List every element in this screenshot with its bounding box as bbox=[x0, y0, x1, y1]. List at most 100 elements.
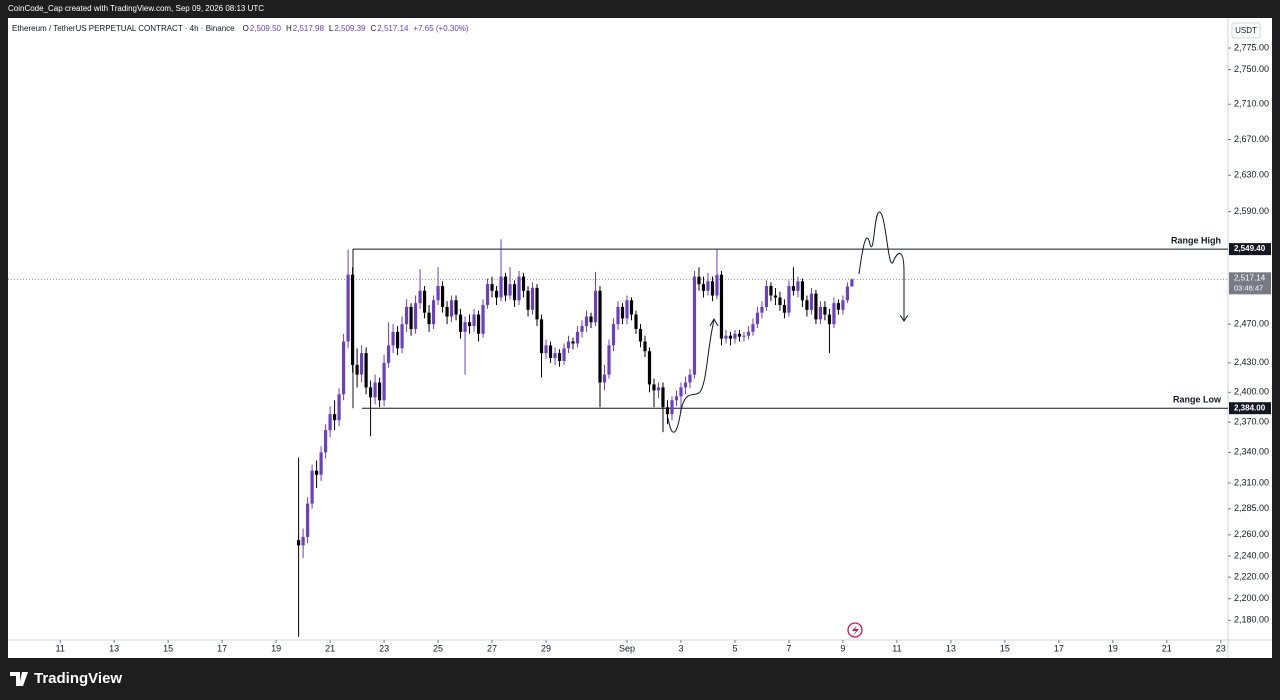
candle-body bbox=[544, 345, 548, 354]
candle-body bbox=[494, 290, 499, 298]
candle-body bbox=[814, 293, 818, 320]
candle-body bbox=[413, 303, 418, 329]
candle-body bbox=[332, 414, 337, 421]
candle-body bbox=[557, 353, 562, 361]
candle-body bbox=[521, 276, 526, 291]
replay-icon[interactable] bbox=[847, 622, 863, 638]
x-tick-label: 23 bbox=[1216, 643, 1226, 653]
y-tick-label: 2,430.00 bbox=[1234, 357, 1269, 367]
x-tick-label: 17 bbox=[217, 643, 227, 653]
ohlc-value: 2,509.50 bbox=[250, 24, 282, 33]
candle-body bbox=[710, 281, 715, 296]
candle-body bbox=[589, 316, 593, 323]
candle-body bbox=[719, 274, 724, 339]
x-tick-label: 15 bbox=[1000, 643, 1010, 653]
x-tick-label: 11 bbox=[56, 643, 65, 653]
y-tick-label: 2,775.00 bbox=[1234, 42, 1269, 52]
candle-body bbox=[355, 364, 359, 375]
candle-body bbox=[598, 290, 602, 383]
candle-body bbox=[454, 300, 458, 315]
x-tick-label: 13 bbox=[109, 643, 119, 653]
candle-body bbox=[593, 290, 598, 323]
y-tick-label: 2,340.00 bbox=[1234, 447, 1269, 457]
candle-body bbox=[697, 276, 701, 285]
y-tick-label: 2,400.00 bbox=[1234, 387, 1269, 397]
logo-dot bbox=[21, 672, 27, 678]
candle-body bbox=[638, 328, 643, 342]
y-tick-label: 2,710.00 bbox=[1234, 99, 1269, 109]
candle-body bbox=[764, 286, 769, 307]
candle-body bbox=[571, 341, 575, 344]
candle-body bbox=[827, 314, 832, 325]
candle-body bbox=[386, 345, 391, 363]
candle-body bbox=[328, 414, 332, 431]
candle-body bbox=[746, 331, 751, 336]
candle-body bbox=[377, 382, 382, 401]
candle-body bbox=[490, 284, 494, 291]
range-name: Range Low bbox=[1173, 395, 1222, 405]
x-tick-label: Sep bbox=[619, 643, 635, 653]
candle-body bbox=[773, 295, 778, 298]
candle-body bbox=[539, 319, 544, 354]
range-name: Range High bbox=[1171, 235, 1221, 245]
candle-body bbox=[715, 274, 719, 296]
candle-body bbox=[503, 276, 508, 296]
price-tag-label: 2,384.00 bbox=[1234, 403, 1266, 412]
candle-body bbox=[535, 287, 539, 320]
candle-body bbox=[647, 351, 652, 385]
candle-body bbox=[404, 306, 409, 325]
footer: TradingView bbox=[10, 670, 122, 687]
x-tick-label: 19 bbox=[1108, 643, 1118, 653]
candle-body bbox=[620, 306, 625, 319]
y-axis-label: USDT bbox=[1235, 26, 1257, 35]
candle-body bbox=[733, 333, 737, 339]
candle-body bbox=[431, 300, 436, 325]
y-tick-label: 2,630.00 bbox=[1234, 170, 1269, 180]
candle-body bbox=[692, 276, 697, 375]
candle-body bbox=[625, 300, 629, 319]
candle-body bbox=[778, 297, 782, 306]
change: +7.65 (+0.30%) bbox=[413, 24, 468, 33]
icon-bolt bbox=[852, 625, 859, 636]
candle-body bbox=[341, 341, 346, 395]
candle-body bbox=[382, 362, 386, 401]
plot: Range High Range Low bbox=[8, 235, 1228, 637]
candle-body bbox=[850, 279, 854, 287]
candle-body bbox=[665, 407, 670, 415]
currency-box bbox=[1231, 22, 1261, 39]
icon-ring bbox=[847, 622, 863, 638]
x-tick-label: 7 bbox=[786, 643, 791, 653]
candle-body bbox=[458, 314, 463, 332]
candle-body bbox=[566, 341, 571, 349]
x-tick-label: 21 bbox=[1162, 643, 1172, 653]
candle-body bbox=[584, 316, 589, 327]
y-tick-label: 2,750.00 bbox=[1234, 64, 1269, 74]
y-tick-label: 2,220.00 bbox=[1234, 572, 1269, 582]
candle-body bbox=[607, 345, 611, 375]
x-tick-label: 9 bbox=[840, 643, 845, 653]
candle-body bbox=[575, 331, 580, 344]
candle-body bbox=[742, 335, 746, 337]
axes: 2,180.00 2,200.00 2,220.00 2,240.00 2,260.00… bbox=[56, 42, 1271, 653]
candle-body bbox=[306, 503, 310, 537]
candle-body bbox=[346, 274, 350, 342]
ohlc-key: C bbox=[371, 24, 377, 33]
candle-body bbox=[368, 387, 373, 398]
candle-body bbox=[499, 276, 503, 298]
ohlc-key: L bbox=[329, 24, 334, 33]
candle-body bbox=[481, 305, 485, 334]
candle-body bbox=[373, 382, 377, 398]
x-axis: 11 13 15 17 19 21 23 25 27 29 Sep 3 5 7 9 11 13 15 17 19 21 2… bbox=[56, 640, 1226, 653]
candle-body bbox=[737, 333, 742, 337]
candle-body bbox=[508, 284, 512, 296]
candle-body bbox=[724, 335, 728, 339]
y-tick-label: 2,670.00 bbox=[1234, 134, 1269, 144]
candle-body bbox=[337, 394, 341, 421]
candle-body bbox=[809, 293, 814, 310]
candle-body bbox=[602, 374, 607, 383]
price-tag-label: 2,549.40 bbox=[1234, 244, 1266, 253]
ohlc-value: 2,517.14 bbox=[377, 24, 409, 33]
x-tick-label: 25 bbox=[433, 643, 443, 653]
y-tick-label: 2,200.00 bbox=[1234, 593, 1269, 603]
